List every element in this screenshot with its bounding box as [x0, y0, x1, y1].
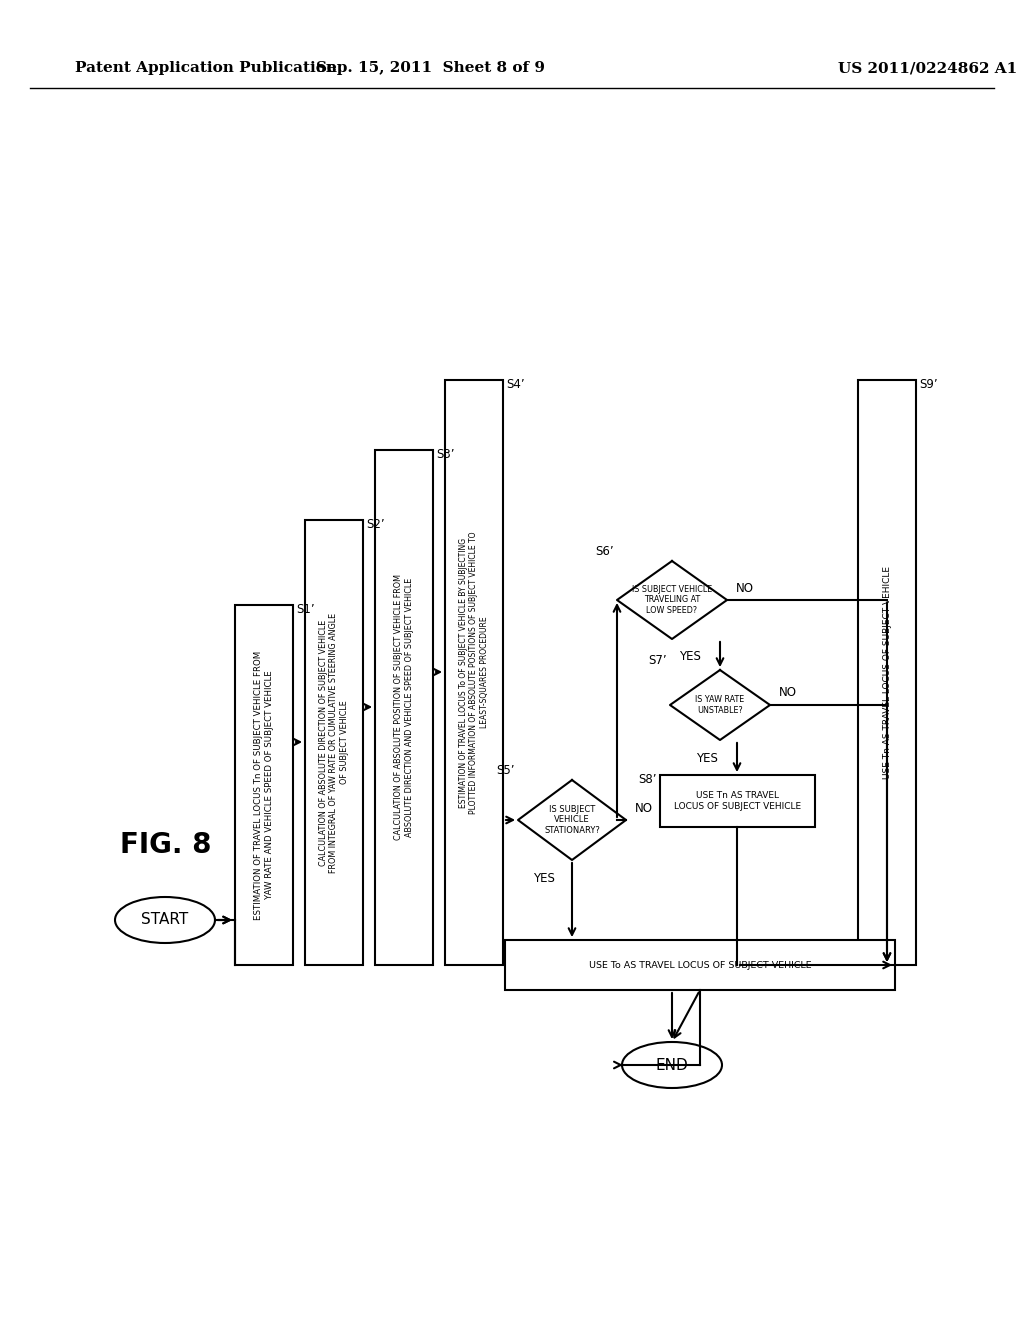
Text: CALCULATION OF ABSOLUTE DIRECTION OF SUBJECT VEHICLE
FROM INTEGRAL OF YAW RATE O: CALCULATION OF ABSOLUTE DIRECTION OF SUB…: [319, 612, 349, 873]
Text: S8’: S8’: [639, 774, 657, 785]
Text: S5’: S5’: [497, 764, 515, 777]
Text: US 2011/0224862 A1: US 2011/0224862 A1: [838, 61, 1017, 75]
Text: ESTIMATION OF TRAVEL LOCUS Tn OF SUBJECT VEHICLE FROM
YAW RATE AND VEHICLE SPEED: ESTIMATION OF TRAVEL LOCUS Tn OF SUBJECT…: [254, 651, 273, 920]
Text: NO: NO: [779, 686, 797, 700]
Bar: [660, 775, 815, 828]
Text: END: END: [655, 1057, 688, 1072]
Text: S3’: S3’: [436, 447, 455, 461]
Bar: [505, 940, 895, 990]
Text: YES: YES: [696, 751, 718, 764]
Bar: [445, 380, 503, 965]
Ellipse shape: [115, 898, 215, 942]
Text: ESTIMATION OF TRAVEL LOCUS To OF SUBJECT VEHICLE BY SUBJECTING
PLOTTED INFORMATI: ESTIMATION OF TRAVEL LOCUS To OF SUBJECT…: [459, 531, 488, 813]
Text: USE Tn AS TRAVEL
LOCUS OF SUBJECT VEHICLE: USE Tn AS TRAVEL LOCUS OF SUBJECT VEHICL…: [674, 791, 801, 810]
Polygon shape: [617, 561, 727, 639]
Text: IS SUBJECT VEHICLE
TRAVELING AT
LOW SPEED?: IS SUBJECT VEHICLE TRAVELING AT LOW SPEE…: [632, 585, 712, 615]
Text: Patent Application Publication: Patent Application Publication: [75, 61, 337, 75]
Text: USE Tn AS TRAVEL LOCUS OF SUBJECT VEHICLE: USE Tn AS TRAVEL LOCUS OF SUBJECT VEHICL…: [883, 566, 892, 779]
Text: IS SUBJECT
VEHICLE
STATIONARY?: IS SUBJECT VEHICLE STATIONARY?: [544, 805, 600, 836]
Bar: [305, 520, 362, 965]
Text: YES: YES: [534, 871, 555, 884]
Text: S4’: S4’: [506, 378, 524, 391]
Text: IS YAW RATE
UNSTABLE?: IS YAW RATE UNSTABLE?: [695, 696, 744, 714]
Text: START: START: [141, 912, 188, 928]
Bar: [234, 605, 293, 965]
Text: NO: NO: [736, 582, 754, 594]
Text: S1’: S1’: [296, 603, 314, 616]
Text: FIG. 8: FIG. 8: [120, 832, 212, 859]
Text: NO: NO: [635, 801, 653, 814]
Polygon shape: [518, 780, 626, 861]
Text: S6’: S6’: [595, 545, 614, 558]
Text: CALCULATION OF ABSOLUTE POSITION OF SUBJECT VEHICLE FROM
ABSOLUTE DIRECTION AND : CALCULATION OF ABSOLUTE POSITION OF SUBJ…: [394, 574, 414, 841]
Text: USE To AS TRAVEL LOCUS OF SUBJECT VEHICLE: USE To AS TRAVEL LOCUS OF SUBJECT VEHICL…: [589, 961, 811, 969]
Ellipse shape: [622, 1041, 722, 1088]
Text: S9’: S9’: [919, 378, 938, 391]
Polygon shape: [670, 671, 770, 741]
Text: YES: YES: [679, 651, 701, 664]
Bar: [375, 450, 433, 965]
Text: S7’: S7’: [648, 653, 667, 667]
Bar: [858, 380, 916, 965]
Text: S2’: S2’: [366, 517, 385, 531]
Text: Sep. 15, 2011  Sheet 8 of 9: Sep. 15, 2011 Sheet 8 of 9: [315, 61, 545, 75]
